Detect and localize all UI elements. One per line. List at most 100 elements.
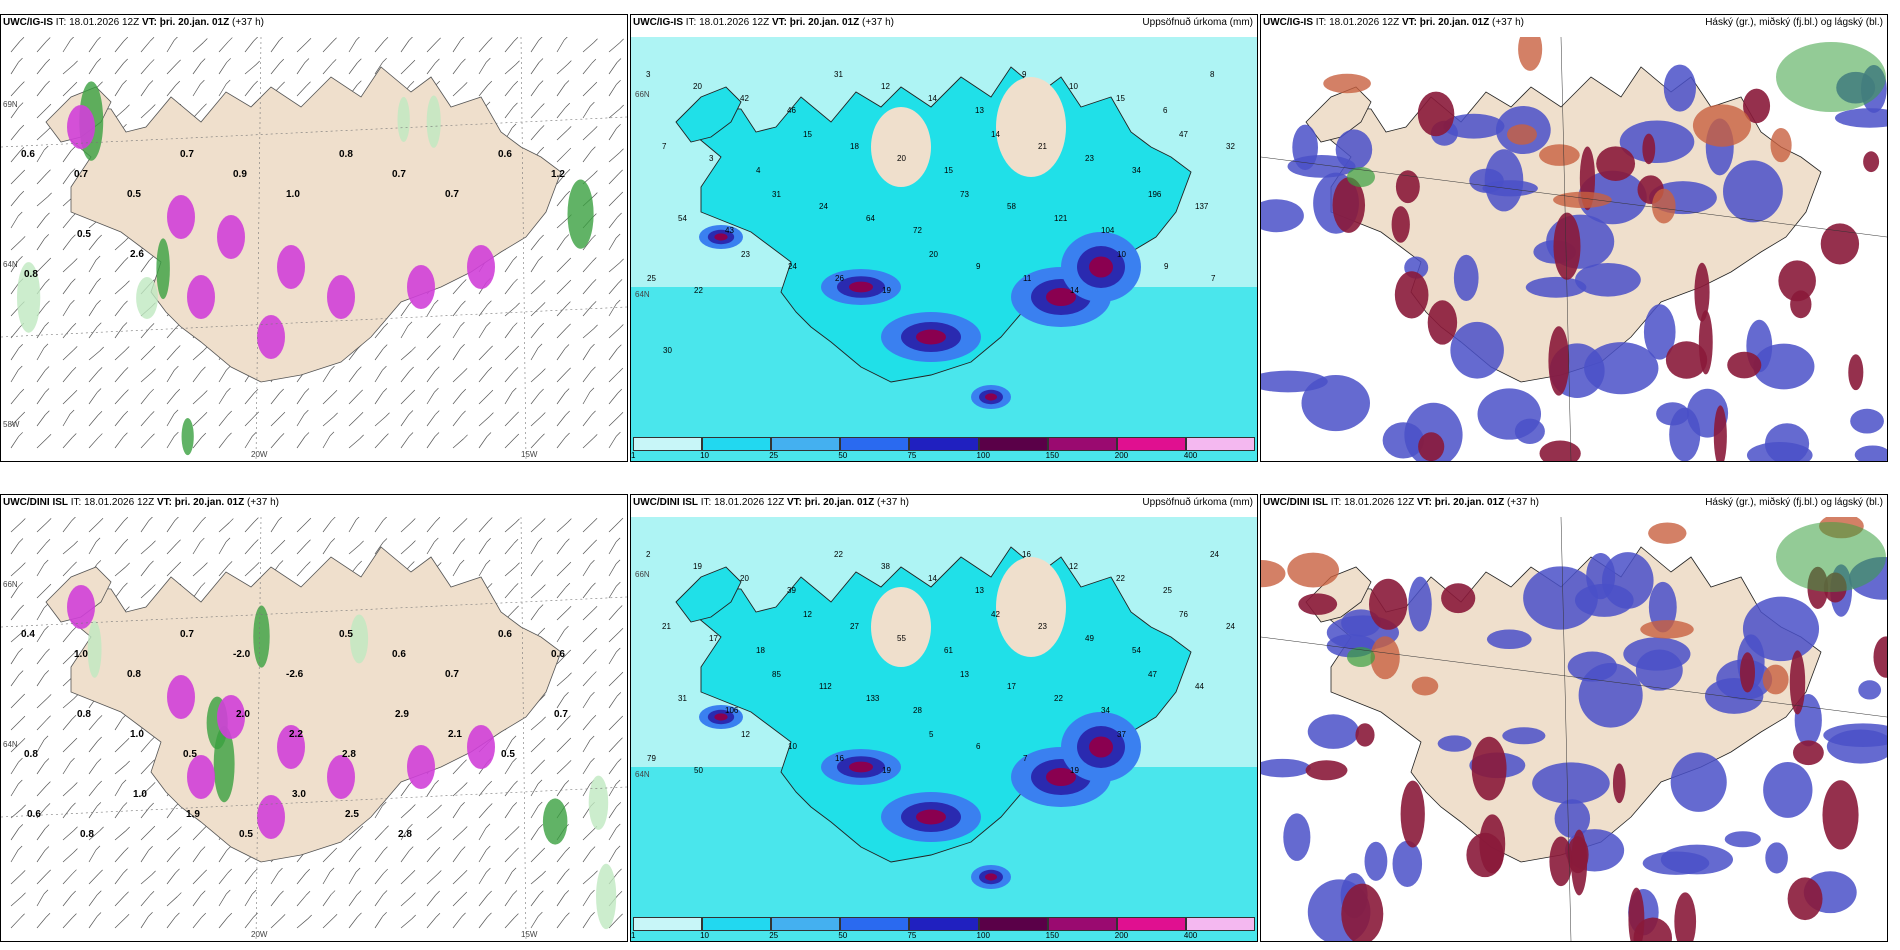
precip-value: 6 [1163,106,1168,115]
low-cloud [1364,841,1388,881]
precip-value: 55 [897,634,906,643]
snow-area [67,585,95,629]
data-value: 0.7 [392,169,406,180]
snow-area [217,695,245,739]
data-value: 0.5 [339,629,353,640]
legend-swatch [1116,437,1186,451]
mid-cloud [1778,260,1816,302]
westfjords-land [675,566,742,623]
precip-value: 42 [740,94,749,103]
snow-area [217,215,245,259]
low-cloud [1742,596,1820,662]
cloud-map [1261,517,1887,941]
mid-cloud [1648,522,1687,544]
mid-cloud [1341,883,1384,941]
low-cloud [1724,831,1761,848]
precip-core [849,281,873,293]
mid-cloud [1674,892,1697,941]
low-cloud [1307,714,1359,749]
low-cloud [1554,799,1591,838]
legend-swatch [909,437,979,451]
data-value: 0.8 [77,709,91,720]
legend-label: 25 [769,451,779,460]
precip-value: 32 [1226,142,1235,151]
low-cloud [1858,680,1882,700]
low-cloud [1443,113,1505,139]
precip-value: 15 [803,130,812,139]
legend-label: 50 [838,931,848,940]
legend-label: 100 [976,931,990,940]
precip-value: 23 [1085,154,1094,163]
map-panel-5: UWC/DINI ISL IT: 18.01.2026 12Z VT: þri.… [630,494,1258,942]
data-value: 0.9 [233,169,247,180]
precip-value: 8 [1210,70,1215,79]
mid-cloud [1789,650,1806,715]
snow-area [407,745,435,789]
data-value: 0.6 [21,149,35,160]
map-panel-2: UWC/IG-IS IT: 18.01.2026 12Z VT: þri. 20… [630,14,1258,462]
legend-swatch [1047,437,1117,451]
high-cloud [1776,522,1886,592]
precip-value: 18 [756,646,765,655]
precip-value: 50 [694,766,703,775]
lat-label: 66N [635,570,650,579]
mid-cloud [1506,124,1537,145]
snow-area [187,755,215,799]
snow-area [67,105,95,149]
low-cloud [1763,762,1813,818]
data-value: 0.6 [392,649,406,660]
mid-cloud [1298,593,1338,615]
precip-value: 20 [929,250,938,259]
legend-label: 1 [631,931,636,940]
lon-label: 20W [251,930,268,939]
mid-cloud [1261,560,1286,588]
precip-value: 24 [1210,550,1219,559]
data-value: 0.6 [498,629,512,640]
legend-label: 400 [1183,451,1198,460]
data-value: 0.8 [24,749,38,760]
westfjords-land [1305,86,1372,143]
low-cloud [1643,304,1676,360]
precip-value: 24 [788,262,797,271]
precip-legend: 1 10 25 50 75 100 150 200 400 [631,917,1255,940]
mid-cloud [1355,723,1375,747]
legend-label: 25 [769,931,779,940]
legend-swatch [978,917,1048,931]
precip-band [253,605,270,668]
high-cloud [1347,647,1375,667]
data-value: 0.8 [80,829,94,840]
precip-value: 133 [866,694,880,703]
precip-value: 9 [1164,262,1169,271]
mid-cloud [1848,354,1864,391]
precip-value: 7 [1211,274,1216,283]
legend-swatch [771,437,841,451]
precip-value: 54 [678,214,687,223]
snow-area [327,275,355,319]
westfjords-land [675,86,742,143]
low-cloud [1392,840,1423,887]
precip-value: 106 [725,706,739,715]
mid-cloud [1553,191,1612,208]
map-panel-6: UWC/DINI ISL IT: 18.01.2026 12Z VT: þri.… [1260,494,1888,942]
precip-value: 58 [1007,202,1016,211]
low-cloud [1523,566,1598,630]
legend-label: 400 [1183,931,1198,940]
data-value: 2.0 [236,709,250,720]
legend-swatch [909,917,979,931]
low-cloud [1261,199,1304,233]
precip-value: 27 [850,622,859,631]
mid-cloud [1596,146,1636,181]
precip-value: 37 [1117,730,1126,739]
lat-label: 64N [3,260,18,269]
low-cloud [1619,120,1695,164]
mid-cloud [1417,91,1455,137]
snow-area [277,725,305,769]
precip-band [426,95,441,148]
precip-core [1046,768,1076,786]
data-value: 1.0 [286,189,300,200]
legend-label: 100 [976,451,990,460]
mid-cloud [1713,405,1727,461]
precip-value: 9 [1022,70,1027,79]
precip-core [916,329,946,345]
precip-value: 16 [1022,550,1031,559]
